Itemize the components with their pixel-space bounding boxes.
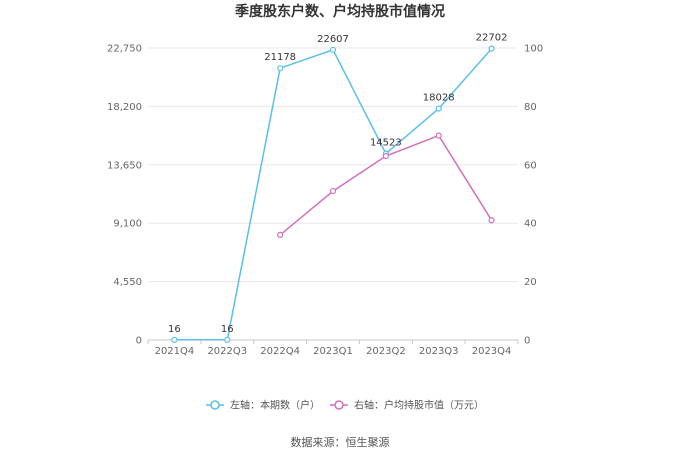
y-right-tick-label: 80 <box>524 102 537 113</box>
data-point-right <box>329 187 337 195</box>
x-tick-label: 2023Q2 <box>366 346 406 357</box>
data-label: 14523 <box>370 138 402 149</box>
axes: 0 4,550 9,100 13,650 18,200 22,750 0 20 40 60 80 10… <box>107 44 543 358</box>
y-left-tick-label: 0 <box>136 336 142 347</box>
data-label: 22702 <box>476 33 508 44</box>
data-point-right <box>382 152 389 160</box>
data-point-right <box>435 132 442 139</box>
y-right-tick-label: 60 <box>524 160 537 171</box>
x-tick-label: 2023Q1 <box>313 346 353 357</box>
data-point-left <box>277 65 284 72</box>
y-right-tick-label: 100 <box>524 44 543 55</box>
y-left-tick-label: 22,750 <box>107 44 142 55</box>
x-tick-label: 2023Q4 <box>472 346 512 357</box>
data-point-left <box>329 46 337 53</box>
data-label: 22607 <box>317 34 349 45</box>
series-layer: 16 16 21178 22607 14523 18028 22702 <box>168 33 507 343</box>
data-label: 18028 <box>423 93 455 104</box>
legend-marker <box>334 400 344 410</box>
y-right-tick-label: 40 <box>524 219 537 230</box>
y-right-tick-label: 20 <box>524 277 537 288</box>
legend-label: 右轴：户均持股市值（万元） <box>354 399 484 412</box>
data-point-left <box>224 336 231 343</box>
data-point-right <box>488 217 495 224</box>
data-label: 16 <box>221 324 234 335</box>
x-tick-label: 2022Q4 <box>260 346 300 357</box>
y-left-tick-label: 9,100 <box>113 219 142 230</box>
data-label: 16 <box>168 324 181 335</box>
data-point-right <box>277 231 284 238</box>
y-left-tick-label: 4,550 <box>113 277 142 288</box>
y-left-tick-label: 13,650 <box>107 160 142 171</box>
grid <box>148 47 518 283</box>
legend-label: 左轴：本期数（户） <box>230 399 320 412</box>
data-point-left <box>435 105 442 112</box>
data-point-left <box>171 336 178 343</box>
y-left-tick-label: 18,200 <box>107 102 142 113</box>
source-text: 数据来源：恒生聚源 <box>291 435 390 449</box>
data-point-left <box>488 45 495 52</box>
data-label: 21178 <box>264 52 296 63</box>
chart-title: 季度股东户数、户均持股市值情况 <box>234 3 445 20</box>
y-right-tick-label: 0 <box>524 336 530 347</box>
x-tick-label: 2021Q4 <box>155 346 195 357</box>
x-tick-label: 2023Q3 <box>419 346 459 357</box>
legend-marker <box>210 400 220 410</box>
x-tick-label: 2022Q3 <box>207 346 247 357</box>
legend: 左轴：本期数（户） 右轴：户均持股市值（万元） <box>206 399 484 412</box>
